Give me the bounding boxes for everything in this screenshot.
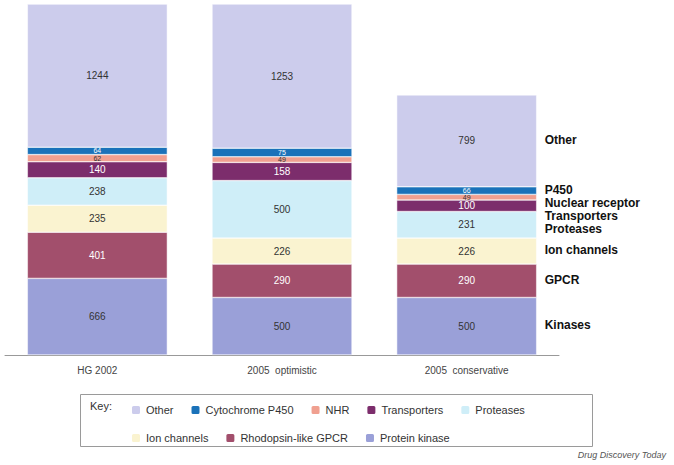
svg-text:Cytochrome P450: Cytochrome P450 — [206, 404, 294, 416]
svg-text:Transporters: Transporters — [381, 404, 443, 416]
svg-text:500: 500 — [274, 204, 291, 215]
svg-text:666: 666 — [89, 311, 106, 322]
svg-text:GPCR: GPCR — [545, 273, 580, 287]
svg-text:HG 2002: HG 2002 — [77, 365, 117, 376]
svg-text:75: 75 — [278, 149, 286, 156]
svg-text:226: 226 — [274, 246, 291, 257]
svg-text:1253: 1253 — [271, 71, 294, 82]
svg-text:500: 500 — [458, 321, 475, 332]
svg-text:49: 49 — [278, 156, 286, 163]
svg-text:Proteases: Proteases — [475, 404, 525, 416]
svg-text:Rhodopsin-like GPCR: Rhodopsin-like GPCR — [240, 432, 348, 444]
svg-text:Ion channels: Ion channels — [146, 432, 209, 444]
svg-text:500: 500 — [274, 321, 291, 332]
svg-text:Proteases: Proteases — [545, 222, 603, 236]
svg-text:49: 49 — [463, 194, 471, 201]
svg-text:2005 optimistic: 2005 optimistic — [247, 365, 316, 376]
svg-text:290: 290 — [274, 275, 291, 286]
svg-text:P450: P450 — [545, 183, 573, 197]
svg-text:1244: 1244 — [86, 70, 109, 81]
svg-text:66: 66 — [463, 187, 471, 194]
svg-text:62: 62 — [93, 155, 101, 162]
svg-text:401: 401 — [89, 250, 106, 261]
svg-text:290: 290 — [458, 275, 475, 286]
svg-text:226: 226 — [458, 246, 475, 257]
svg-text:Key:: Key: — [90, 400, 112, 412]
svg-text:140: 140 — [89, 164, 106, 175]
svg-text:Transporters: Transporters — [545, 209, 619, 223]
svg-text:Other: Other — [545, 133, 577, 147]
svg-text:64: 64 — [93, 147, 101, 154]
svg-text:2005 conservative: 2005 conservative — [425, 365, 509, 376]
svg-text:238: 238 — [89, 186, 106, 197]
svg-text:Protein kinase: Protein kinase — [380, 432, 450, 444]
svg-text:Ion channels: Ion channels — [545, 243, 619, 257]
svg-text:Drug Discovery Today: Drug Discovery Today — [578, 450, 667, 460]
svg-text:100: 100 — [458, 200, 475, 211]
svg-text:235: 235 — [89, 213, 106, 224]
svg-text:NHR: NHR — [326, 404, 350, 416]
svg-text:Kinases: Kinases — [545, 318, 591, 332]
svg-text:231: 231 — [458, 219, 475, 230]
svg-text:Nuclear receptor: Nuclear receptor — [545, 196, 641, 210]
svg-text:799: 799 — [458, 135, 475, 146]
svg-text:Other: Other — [146, 404, 174, 416]
svg-text:158: 158 — [274, 166, 291, 177]
